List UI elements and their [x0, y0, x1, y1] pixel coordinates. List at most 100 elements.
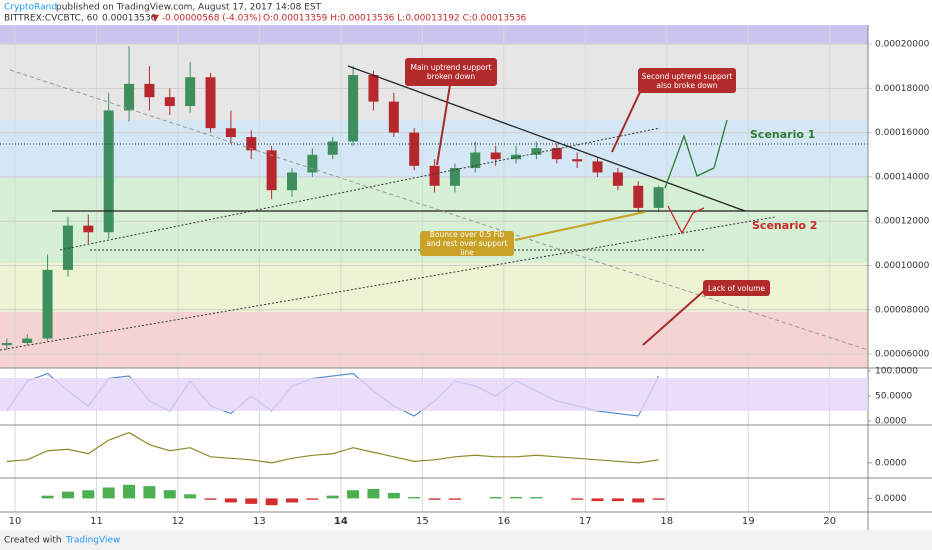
annotation-box	[405, 58, 497, 86]
fib-zone	[0, 312, 868, 368]
candle-body	[42, 269, 53, 339]
annotation-box	[638, 68, 736, 93]
candle-body	[307, 154, 318, 173]
x-tick-label: 13	[253, 516, 266, 527]
candle-body	[429, 165, 440, 186]
trend-line	[347, 65, 746, 212]
histogram-bar	[326, 495, 339, 499]
candle-body	[103, 110, 114, 233]
histogram-bar	[530, 497, 543, 499]
candle-body	[286, 172, 297, 191]
candle-body	[246, 137, 257, 151]
annotation-box	[703, 280, 770, 296]
histogram-bar	[41, 495, 54, 499]
candle-body	[592, 161, 603, 173]
candle-body	[653, 187, 664, 208]
x-tick-label: 17	[579, 516, 592, 527]
candle-body	[490, 152, 501, 160]
histogram-bar	[448, 498, 461, 500]
arrow	[642, 289, 706, 346]
histogram-bar	[204, 498, 217, 500]
histogram-bar	[265, 498, 278, 506]
candle-body	[551, 148, 562, 160]
candle-body	[144, 83, 155, 98]
histogram-bar	[611, 498, 624, 502]
annotation-text: Main uptrend support broken down	[410, 63, 492, 81]
histogram-bar	[285, 498, 298, 503]
histogram-bar	[632, 498, 645, 503]
candle-body	[388, 101, 399, 133]
published: published on TradingView.com, August 17,…	[56, 3, 322, 13]
annotation-text: Bounce over 0.5 Fib and rest over suppor…	[426, 231, 508, 256]
author[interactable]: CryptoRand	[4, 3, 57, 13]
candle-body	[1, 342, 12, 346]
histogram-bar	[123, 484, 136, 499]
candle-body	[633, 185, 644, 208]
ohlc: O:0.00013359 H:0.00013536 L:0.00013192 C…	[263, 14, 527, 24]
fib-zone	[0, 25, 868, 44]
candle-body	[22, 338, 33, 343]
indicator-line	[6, 431, 659, 464]
footer-brand[interactable]: TradingView	[65, 536, 120, 546]
histogram-bar	[387, 492, 400, 499]
histogram-bar	[367, 488, 380, 499]
histogram-bar	[347, 490, 360, 499]
annotation-text: Lack of volume	[707, 283, 766, 293]
scenario-label: Scenario 2	[752, 219, 817, 232]
histogram-bar	[61, 491, 74, 499]
arrow	[611, 91, 641, 153]
annotation: Bounce over 0.5 Fib and rest over suppor…	[426, 231, 508, 256]
arrow	[514, 211, 646, 241]
histogram-bar	[428, 498, 441, 500]
annotation-box	[420, 231, 514, 256]
y-tick-label: 0.00008000	[875, 305, 930, 315]
candle-body	[185, 77, 196, 107]
candle-body	[531, 148, 542, 155]
y-tick-label: 0.00016000	[875, 128, 930, 138]
y-tick-label: 0.00018000	[875, 84, 930, 94]
x-tick-label: 20	[823, 516, 836, 527]
y-tick-label: 0.00012000	[875, 217, 930, 227]
x-tick-label: 10	[9, 516, 22, 527]
y-tick-label: 0.0000	[875, 458, 907, 468]
annotation-text: Second uptrend support also broke down	[641, 71, 733, 90]
candle-body	[205, 77, 216, 129]
candle-body	[572, 159, 583, 162]
support-line	[0, 216, 776, 351]
histogram-bar	[143, 486, 156, 499]
y-tick-label: 0.0000	[875, 417, 907, 427]
footer-created: Created with	[4, 536, 62, 546]
histogram-bar	[102, 487, 115, 499]
y-tick-label: 0.00006000	[875, 350, 930, 360]
candle-body	[83, 225, 94, 233]
candle-body	[266, 150, 277, 191]
candle-body	[225, 128, 236, 138]
scenario-path	[667, 205, 705, 235]
x-tick-label: 19	[742, 516, 755, 527]
candle-body	[62, 225, 73, 270]
histogram-bar	[306, 498, 319, 500]
candle-body	[470, 152, 481, 169]
candle-body	[348, 75, 359, 142]
histogram-bar	[571, 498, 584, 500]
x-tick-label: 14	[334, 516, 348, 527]
candle-body	[449, 168, 460, 186]
arrow	[436, 84, 451, 166]
histogram-bar	[591, 498, 604, 502]
y-tick-label: 0.00020000	[875, 40, 930, 50]
symbol: BITTREX:CVCBTC, 60	[4, 14, 98, 24]
histogram-bar	[82, 490, 95, 499]
scenario-label: Scenario 1	[750, 128, 815, 141]
y-tick-label: 0.00010000	[875, 261, 930, 271]
annotation: Second uptrend support also broke down	[641, 71, 733, 90]
candle-body	[409, 132, 420, 166]
histogram-bar	[245, 498, 258, 504]
histogram-bar	[408, 497, 421, 499]
candle-body	[612, 172, 623, 186]
y-tick-label: 0.0000	[875, 494, 907, 504]
candle-body	[368, 75, 379, 102]
x-tick-label: 12	[172, 516, 185, 527]
x-tick-label: 18	[660, 516, 673, 527]
x-tick-label: 11	[90, 516, 103, 527]
